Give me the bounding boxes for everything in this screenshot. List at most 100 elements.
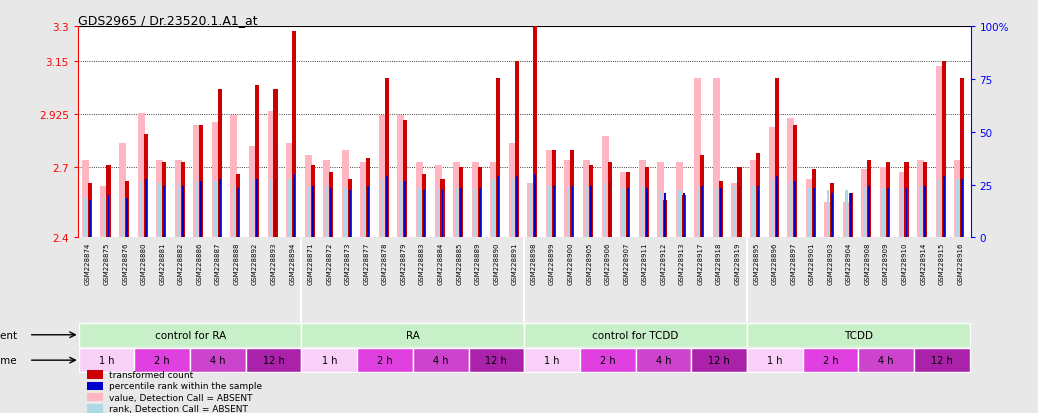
Bar [162,163,166,238]
Bar [379,116,386,238]
Text: 1 h: 1 h [99,355,114,365]
Bar [200,182,202,238]
Text: 12 h: 12 h [708,355,730,365]
Bar [961,179,963,238]
Bar [572,186,573,238]
Bar [181,163,185,238]
Bar [713,78,720,238]
Bar [583,161,590,238]
Bar [511,179,514,238]
Bar [552,151,556,238]
Text: GSM228910: GSM228910 [902,242,907,285]
Bar [119,144,126,238]
Bar [734,186,736,238]
Bar [293,175,295,238]
Bar [850,193,852,238]
Bar [868,161,872,238]
Text: GSM228900: GSM228900 [568,242,574,285]
Text: GSM228904: GSM228904 [846,242,852,285]
Text: GSM228908: GSM228908 [865,242,871,285]
FancyBboxPatch shape [79,348,135,373]
Bar [459,168,463,238]
FancyBboxPatch shape [747,323,969,347]
Text: 12 h: 12 h [931,355,953,365]
Bar [535,175,537,238]
Bar [344,189,347,238]
Bar [956,179,959,238]
Bar [571,151,574,238]
FancyBboxPatch shape [691,348,747,373]
Text: GSM228898: GSM228898 [530,242,537,285]
Bar [831,193,834,238]
Text: GDS2965 / Dr.23520.1.A1_at: GDS2965 / Dr.23520.1.A1_at [78,14,257,27]
Bar [750,161,757,238]
Text: 12 h: 12 h [263,355,284,365]
Bar [366,158,371,238]
Bar [289,179,291,238]
Bar [739,186,740,238]
Bar [87,370,103,379]
Bar [304,156,311,238]
Bar [565,161,572,238]
Bar [490,163,497,238]
Bar [845,191,848,238]
FancyBboxPatch shape [357,348,413,373]
Bar [182,186,184,238]
Bar [233,186,236,238]
Bar [326,186,328,238]
Bar [813,189,815,238]
Bar [441,191,443,238]
Bar [843,203,850,238]
Text: GSM228905: GSM228905 [586,242,592,285]
Bar [108,196,109,238]
Bar [954,161,961,238]
Bar [348,179,352,238]
FancyBboxPatch shape [635,348,691,373]
Bar [121,198,124,238]
Text: GSM228884: GSM228884 [438,242,443,285]
Bar [424,191,425,238]
Text: GSM228874: GSM228874 [85,242,91,285]
Bar [682,196,686,238]
Bar [640,186,644,238]
Bar [435,165,441,238]
Bar [329,172,333,238]
Bar [398,116,405,238]
Bar [496,78,500,238]
Bar [657,163,664,238]
Bar [882,189,884,238]
Bar [869,186,870,238]
Text: GSM228913: GSM228913 [679,242,685,285]
Bar [237,175,241,238]
Text: RA: RA [406,330,419,340]
Text: GSM228916: GSM228916 [957,242,963,285]
Bar [437,189,439,238]
Bar [678,191,681,238]
Bar [400,182,403,238]
Bar [794,182,796,238]
Bar [720,189,721,238]
Bar [715,189,717,238]
Bar [140,182,142,238]
Bar [527,184,535,238]
Bar [421,175,426,238]
Bar [737,168,741,238]
Bar [362,186,365,238]
Bar [273,90,277,238]
Bar [125,182,129,238]
Bar [89,200,91,238]
Bar [218,90,222,238]
Text: transformed count: transformed count [109,370,193,379]
Text: 4 h: 4 h [433,355,448,365]
Text: GSM228911: GSM228911 [641,242,648,285]
Bar [515,62,519,238]
FancyBboxPatch shape [524,323,747,347]
Bar [585,186,588,238]
Bar [230,116,238,238]
Bar [864,189,867,238]
Bar [623,189,625,238]
Bar [270,179,272,238]
Bar [342,151,349,238]
Bar [87,382,103,390]
Bar [176,184,180,238]
